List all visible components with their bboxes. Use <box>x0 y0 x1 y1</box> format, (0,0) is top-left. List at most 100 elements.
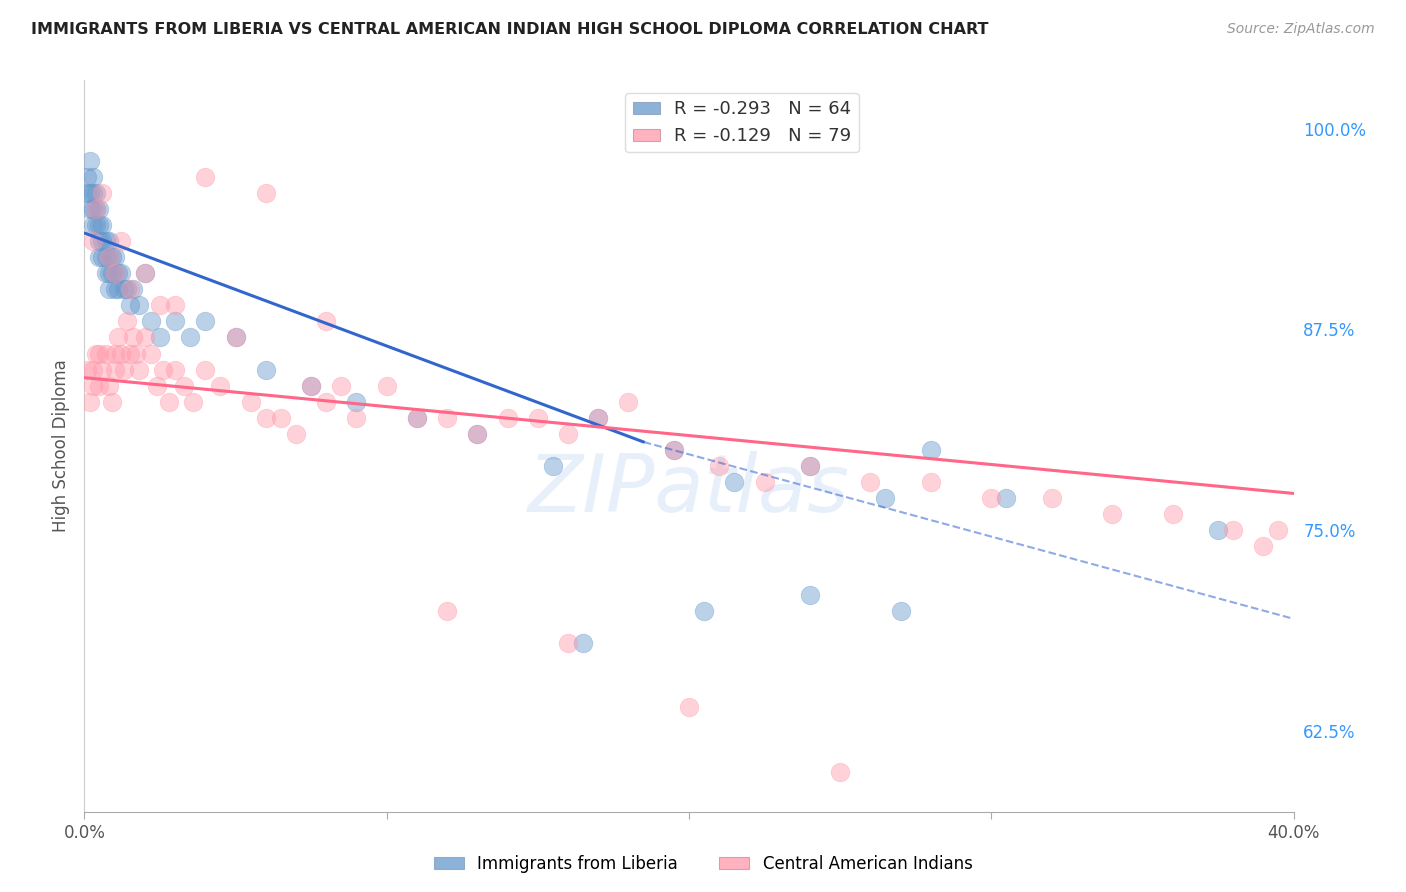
Point <box>110 266 132 280</box>
Point <box>107 330 129 344</box>
Point <box>89 250 111 264</box>
Point <box>91 218 114 232</box>
Point <box>79 394 101 409</box>
Point <box>79 202 101 216</box>
Point <box>194 314 217 328</box>
Point <box>315 314 337 328</box>
Point <box>1222 524 1244 538</box>
Point <box>82 362 104 376</box>
Point <box>270 410 292 425</box>
Point <box>859 475 882 490</box>
Point <box>89 346 111 360</box>
Point <box>527 410 550 425</box>
Point <box>165 362 187 376</box>
Point <box>799 459 821 474</box>
Point <box>1267 524 1289 538</box>
Point <box>79 153 101 168</box>
Point <box>104 266 127 280</box>
Point <box>79 186 101 200</box>
Point <box>82 202 104 216</box>
Point <box>225 330 247 344</box>
Point <box>920 475 942 490</box>
Point <box>97 250 120 264</box>
Point <box>709 459 731 474</box>
Point <box>82 169 104 184</box>
Point <box>1253 540 1275 554</box>
Point <box>588 410 610 425</box>
Point <box>118 346 141 360</box>
Point <box>617 394 640 409</box>
Point <box>115 282 138 296</box>
Point <box>76 186 98 200</box>
Point <box>678 700 700 714</box>
Text: ZIPatlas: ZIPatlas <box>527 450 851 529</box>
Point <box>179 330 201 344</box>
Point <box>157 394 180 409</box>
Point <box>890 604 912 618</box>
Point <box>128 362 150 376</box>
Point <box>754 475 776 490</box>
Point <box>315 394 337 409</box>
Point <box>165 298 187 312</box>
Point <box>91 186 114 200</box>
Point <box>285 426 308 441</box>
Point <box>375 378 398 392</box>
Point <box>104 266 127 280</box>
Point <box>112 362 135 376</box>
Point <box>121 330 143 344</box>
Point <box>86 202 108 216</box>
Point <box>194 169 217 184</box>
Point <box>91 234 114 248</box>
Point <box>82 186 104 200</box>
Point <box>1101 508 1123 522</box>
Point <box>107 266 129 280</box>
Point <box>112 282 135 296</box>
Point <box>572 636 595 650</box>
Point <box>346 394 368 409</box>
Point <box>995 491 1018 506</box>
Point <box>693 604 716 618</box>
Point <box>662 443 685 458</box>
Point <box>128 298 150 312</box>
Point <box>920 443 942 458</box>
Point <box>94 250 117 264</box>
Point <box>225 330 247 344</box>
Point <box>82 234 104 248</box>
Point <box>209 378 232 392</box>
Point <box>94 346 117 360</box>
Point <box>1040 491 1063 506</box>
Point <box>115 314 138 328</box>
Text: IMMIGRANTS FROM LIBERIA VS CENTRAL AMERICAN INDIAN HIGH SCHOOL DIPLOMA CORRELATI: IMMIGRANTS FROM LIBERIA VS CENTRAL AMERI… <box>31 22 988 37</box>
Point <box>91 362 114 376</box>
Point <box>149 330 172 344</box>
Point <box>799 588 821 602</box>
Point <box>723 475 745 490</box>
Point <box>299 378 322 392</box>
Point <box>104 250 127 264</box>
Point <box>97 234 120 248</box>
Point <box>104 282 127 296</box>
Point <box>94 234 117 248</box>
Legend: Immigrants from Liberia, Central American Indians: Immigrants from Liberia, Central America… <box>427 848 979 880</box>
Point <box>134 330 156 344</box>
Point <box>436 604 458 618</box>
Point <box>89 378 111 392</box>
Point <box>830 764 852 779</box>
Point <box>121 282 143 296</box>
Point <box>86 186 108 200</box>
Point <box>86 202 108 216</box>
Point <box>239 394 262 409</box>
Legend: R = -0.293   N = 64, R = -0.129   N = 79: R = -0.293 N = 64, R = -0.129 N = 79 <box>626 93 859 153</box>
Text: Source: ZipAtlas.com: Source: ZipAtlas.com <box>1227 22 1375 37</box>
Point <box>86 346 108 360</box>
Point <box>89 218 111 232</box>
Point <box>152 362 174 376</box>
Point <box>82 378 104 392</box>
Point <box>139 314 162 328</box>
Point <box>76 362 98 376</box>
Point <box>467 426 489 441</box>
Point <box>1206 524 1229 538</box>
Point <box>406 410 429 425</box>
Point <box>134 266 156 280</box>
Point <box>173 378 195 392</box>
